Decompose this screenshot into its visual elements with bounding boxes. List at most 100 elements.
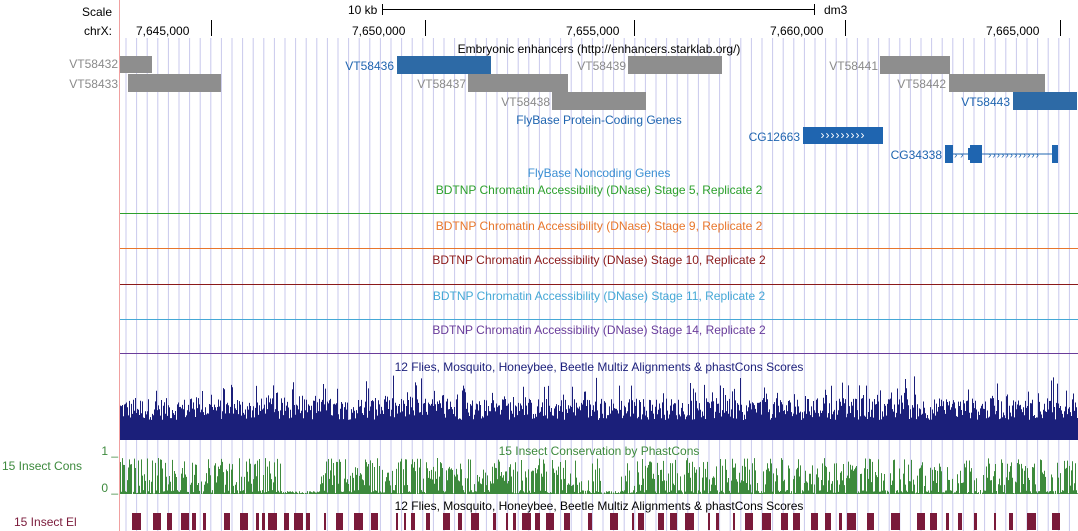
enhancer-feature[interactable] — [128, 74, 221, 92]
gene-label[interactable]: CG12663 — [748, 130, 800, 144]
conserved-element-block — [262, 513, 265, 530]
conserved-element-block — [371, 513, 378, 530]
cons-track-title[interactable]: 15 Insect Conservation by PhastCons — [498, 444, 700, 458]
track-left-border — [119, 0, 120, 531]
conserved-element-block — [716, 513, 719, 530]
enhancer-label[interactable]: VT58441 — [829, 59, 878, 73]
enhancer-feature[interactable] — [552, 92, 646, 110]
enhancer-feature[interactable] — [628, 56, 722, 74]
multiz-conservation-signal[interactable] — [120, 372, 1078, 442]
enhancer-feature[interactable] — [880, 56, 950, 74]
phastcons-signal[interactable] — [120, 457, 1078, 495]
gene-feature-cg34338[interactable]: › › ›››››››››››› — [944, 143, 1064, 165]
scale-bar-right-end — [814, 4, 815, 15]
enhancer-label[interactable]: VT58433 — [69, 77, 118, 91]
enhancer-feature[interactable] — [120, 56, 152, 73]
conserved-element-block — [411, 513, 415, 530]
ruler-tick — [1060, 20, 1061, 36]
conserved-element-block — [181, 513, 189, 530]
dnase-signal-baseline — [120, 284, 1078, 285]
conserved-element-block — [268, 513, 277, 530]
conserved-element-block — [522, 513, 531, 530]
scale-label: Scale — [82, 5, 113, 19]
multiz-track-title[interactable]: 12 Flies, Mosquito, Honeybee, Beetle Mul… — [394, 360, 804, 374]
conserved-element-block — [284, 513, 289, 530]
elements-track-title[interactable]: 12 Flies, Mosquito, Honeybee, Beetle Mul… — [394, 499, 804, 513]
enhancer-feature[interactable] — [468, 74, 568, 92]
ruler-tick — [845, 20, 846, 36]
conserved-element-block — [733, 513, 735, 530]
conserved-element-block — [294, 513, 303, 530]
dnase-track-title[interactable]: BDTNP Chromatin Accessibility (DNase) St… — [432, 253, 766, 267]
enhancer-label[interactable]: VT58443 — [961, 95, 1010, 109]
dnase-track-title[interactable]: BDTNP Chromatin Accessibility (DNase) St… — [432, 323, 766, 337]
conserved-element-block — [471, 513, 479, 530]
dnase-track-title[interactable]: BDTNP Chromatin Accessibility (DNase) St… — [432, 289, 766, 303]
conserved-element-block — [306, 513, 310, 530]
conserved-element-block — [781, 513, 788, 530]
enhancer-label[interactable]: VT58437 — [417, 77, 466, 91]
dnase-signal-baseline — [120, 248, 1078, 249]
enhancer-label[interactable]: VT58438 — [501, 95, 550, 109]
chrom-label: chrX: — [84, 24, 113, 38]
svg-text:››››››››››››: ›››››››››››› — [988, 150, 1040, 161]
svg-text:› ›: › › — [954, 150, 963, 161]
conserved-element-block — [493, 513, 496, 530]
conserved-element-block — [506, 513, 508, 530]
ruler-tick-label: 7,665,000 — [986, 24, 1040, 38]
conserved-element-block — [167, 513, 172, 530]
ruler-tick-label: 7,650,000 — [352, 24, 406, 38]
conserved-element-block — [1027, 513, 1036, 530]
noncoding-track-title[interactable]: FlyBase Noncoding Genes — [527, 166, 671, 180]
conserved-element-block — [535, 513, 540, 530]
ruler-tick-label: 7,655,000 — [566, 24, 620, 38]
scale-bar — [382, 9, 814, 10]
enhancer-feature-highlighted[interactable] — [1013, 92, 1077, 110]
conserved-element-block — [132, 513, 141, 530]
cons-side-label[interactable]: 15 Insect Cons — [2, 459, 83, 473]
conserved-element-block — [632, 513, 634, 530]
gene-feature-cg12663[interactable]: ››››››››› — [803, 127, 883, 144]
conserved-element-block — [153, 513, 161, 530]
conserved-element-block — [336, 513, 343, 530]
conserved-element-block — [638, 513, 644, 530]
conserved-element-block — [946, 513, 949, 530]
gene-label[interactable]: CG34338 — [890, 148, 942, 162]
conserved-element-block — [203, 513, 206, 530]
conserved-element-block — [811, 513, 818, 530]
enhancer-feature[interactable] — [949, 74, 1045, 92]
dnase-track-title[interactable]: BDTNP Chromatin Accessibility (DNase) St… — [435, 219, 763, 233]
conserved-element-block — [917, 513, 925, 530]
conserved-element-block — [658, 513, 664, 530]
cons-y-max-label: 1 _ — [101, 444, 118, 458]
conserved-element-block — [458, 513, 462, 530]
conserved-elements-signal[interactable] — [120, 512, 1078, 531]
conserved-element-block — [192, 513, 196, 530]
conserved-element-block — [546, 513, 554, 530]
enhancer-label[interactable]: VT58436 — [345, 59, 394, 73]
conserved-element-block — [240, 513, 248, 530]
enhancer-label[interactable]: VT58439 — [577, 59, 626, 73]
enhancer-label[interactable]: VT58432 — [69, 57, 118, 71]
conserved-element-block — [610, 513, 618, 530]
protein-coding-track-title[interactable]: FlyBase Protein-Coding Genes — [516, 113, 682, 127]
conserved-element-block — [1052, 513, 1060, 530]
conserved-element-block — [513, 513, 516, 530]
cons-y-min-label: 0 _ — [101, 481, 118, 495]
dnase-signal-baseline — [120, 213, 1078, 214]
elements-side-label[interactable]: 15 Insect El — [14, 515, 77, 529]
conserved-element-block — [867, 513, 874, 530]
dnase-track-title[interactable]: BDTNP Chromatin Accessibility (DNase) St… — [435, 183, 763, 197]
enhancer-track-title[interactable]: Embryonic enhancers (http://enhancers.st… — [457, 42, 741, 56]
assembly-label: dm3 — [824, 3, 848, 17]
enhancer-feature-highlighted[interactable] — [397, 56, 491, 74]
enhancer-label[interactable]: VT58442 — [897, 77, 946, 91]
conserved-element-block — [974, 513, 977, 530]
ruler-tick — [211, 20, 212, 36]
conserved-element-block — [825, 513, 831, 530]
conserved-element-block — [256, 513, 259, 530]
conserved-element-block — [994, 513, 996, 530]
conserved-element-block — [839, 513, 842, 530]
conserved-element-block — [588, 513, 592, 530]
conserved-element-block — [404, 513, 406, 530]
